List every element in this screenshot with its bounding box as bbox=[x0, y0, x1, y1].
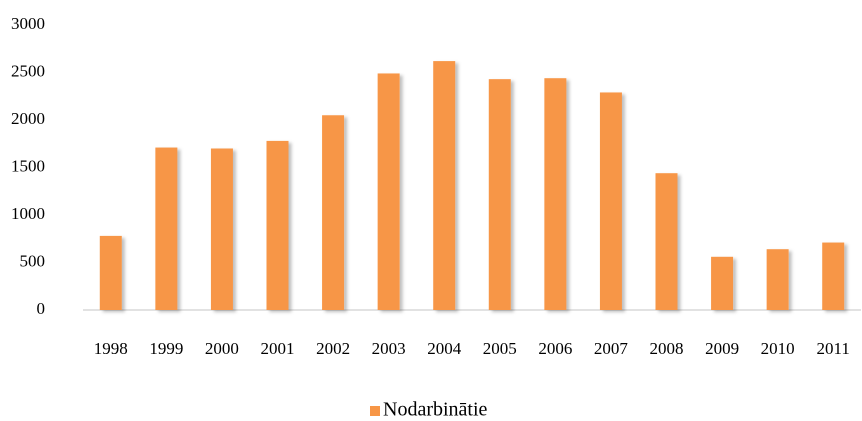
x-tick-label: 2004 bbox=[427, 339, 462, 358]
y-tick-label: 0 bbox=[37, 299, 46, 318]
y-tick-label: 2000 bbox=[11, 109, 45, 128]
bar bbox=[210, 148, 233, 310]
x-tick-label: 1999 bbox=[149, 339, 183, 358]
bar bbox=[155, 147, 178, 310]
bar bbox=[599, 92, 622, 310]
bar bbox=[433, 61, 456, 310]
x-tick-label: 1998 bbox=[94, 339, 128, 358]
x-tick-label: 2001 bbox=[261, 339, 295, 358]
bar bbox=[766, 249, 789, 310]
x-tick-label: 2003 bbox=[372, 339, 406, 358]
x-tick-label: 2008 bbox=[650, 339, 684, 358]
y-tick-label: 500 bbox=[20, 251, 46, 270]
x-tick-label: 2002 bbox=[316, 339, 350, 358]
x-tick-label: 2009 bbox=[705, 339, 739, 358]
bar bbox=[544, 78, 567, 310]
legend-label: Nodarbinātie bbox=[383, 399, 488, 421]
y-tick-label: 1500 bbox=[11, 156, 45, 175]
legend-swatch bbox=[370, 406, 380, 416]
bar bbox=[822, 242, 845, 310]
bar bbox=[711, 256, 734, 310]
x-tick-label: 2007 bbox=[594, 339, 629, 358]
bar bbox=[488, 79, 511, 311]
bar bbox=[377, 73, 400, 310]
x-tick-label: 2006 bbox=[538, 339, 572, 358]
y-tick-label: 2500 bbox=[11, 61, 45, 80]
bar bbox=[99, 235, 122, 310]
x-tick-label: 2000 bbox=[205, 339, 239, 358]
y-tick-label: 3000 bbox=[11, 14, 45, 33]
x-tick-label: 2011 bbox=[817, 339, 850, 358]
bar bbox=[655, 173, 678, 310]
x-tick-label: 2005 bbox=[483, 339, 517, 358]
bar bbox=[322, 115, 345, 310]
bar bbox=[266, 140, 289, 310]
x-tick-label: 2010 bbox=[761, 339, 795, 358]
y-tick-label: 1000 bbox=[11, 204, 45, 223]
